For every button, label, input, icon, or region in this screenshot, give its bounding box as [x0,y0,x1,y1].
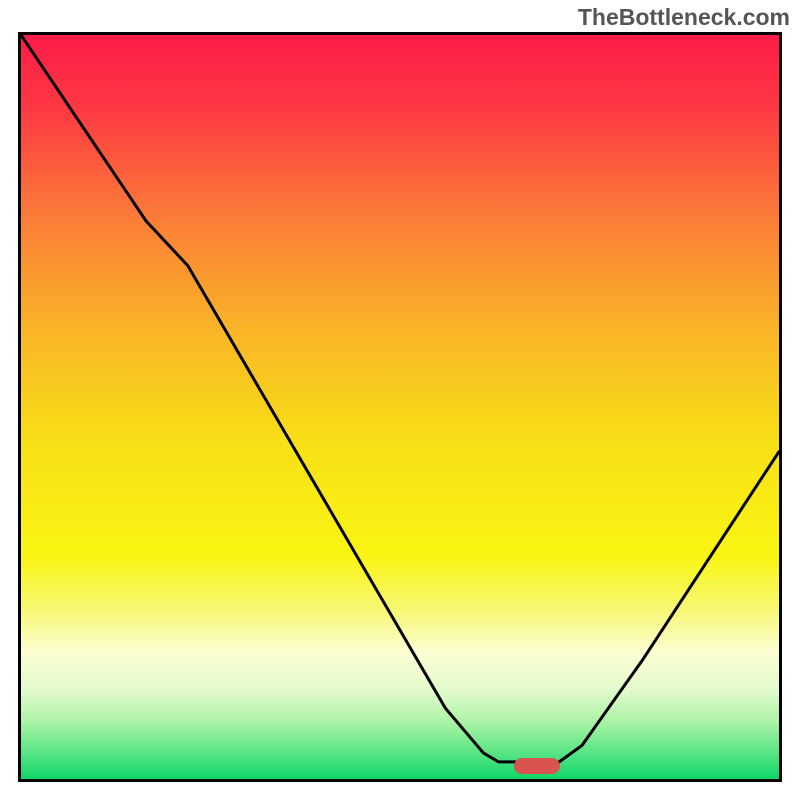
chart-curve [21,35,779,762]
chart-plot-area [18,32,782,782]
watermark-text: TheBottleneck.com [578,4,790,31]
bottleneck-chart: TheBottleneck.com [0,0,800,800]
chart-minimum-marker [514,758,560,774]
chart-curve-layer [21,35,779,779]
